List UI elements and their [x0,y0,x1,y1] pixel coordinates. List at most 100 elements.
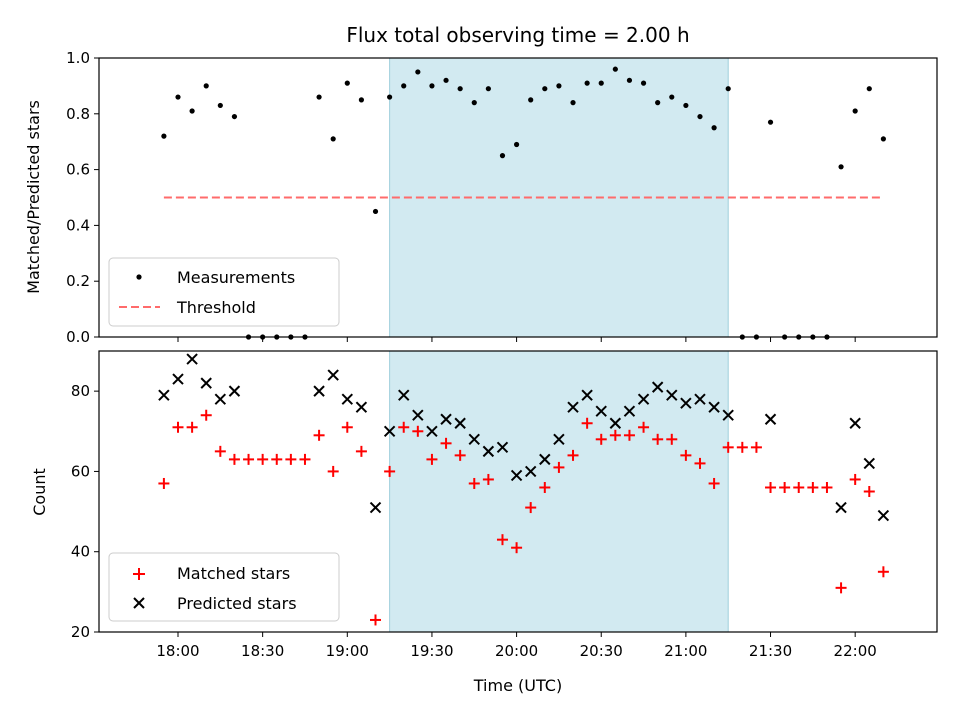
predicted-star-point [200,377,212,389]
legend-marker-matched [133,568,145,580]
bottom-legend-frame [108,552,340,622]
predicted-star-point [426,425,438,437]
matched-star-point [158,477,170,489]
x-tick-label: 22:00 [834,642,877,660]
predicted-star-point [327,369,339,381]
matched-star-point [355,445,367,457]
y-tick-label: 0.6 [66,161,90,179]
matched-star-point [736,441,748,453]
predicted-star-point [398,389,410,401]
predicted-star-point [214,393,227,405]
matched-star-point [370,614,382,626]
matched-star-point [609,429,621,441]
matched-star-point [835,582,847,594]
predicted-star-point [341,393,354,405]
predicted-star-point [863,457,875,470]
matched-star-point [849,473,861,485]
measurement-point [401,83,407,89]
matched-star-point [595,433,607,445]
matched-star-point [581,417,593,429]
predicted-star-point [581,389,593,401]
measurement-point [640,80,647,86]
predicted-star-point [637,393,650,405]
measurement-point [189,108,195,114]
predicted-star-point [468,433,480,446]
matched-star-point [454,449,466,461]
matched-star-point [821,481,833,493]
x-tick-label: 18:00 [156,642,199,660]
matched-star-point [666,433,678,445]
matched-star-point [807,481,819,493]
matched-star-point [779,481,791,493]
bottom-legend: Matched stars Predicted stars [108,552,340,622]
predicted-star-point [158,389,170,401]
matched-star-point [426,453,438,465]
measurement-point [231,113,238,120]
measurement-point [838,164,844,170]
measurement-point [655,100,661,106]
y-tick-label: 40 [71,543,90,561]
top-panel: 0.0 0.2 0.4 0.6 0.8 1.0 Matched/Predicted sta… [24,49,938,346]
measurement-point [316,94,322,100]
predicted-star-point [355,401,368,413]
measurement-point [880,136,886,142]
predicted-star-point [877,509,890,522]
predicted-star-point [454,417,466,429]
matched-star-point [694,457,706,469]
measurement-point [866,86,872,92]
measurement-point [598,80,604,86]
y-tick-label: 80 [71,382,90,400]
matched-star-point [793,481,805,493]
y-tick-label: 0.8 [66,105,90,123]
matched-star-point [877,566,889,578]
predicted-star-point [595,405,607,417]
matched-star-point [680,449,692,461]
x-tick-label: 19:00 [326,642,369,660]
predicted-star-point [623,405,636,417]
chart-title: Flux total observing time = 2.00 h [346,23,689,47]
measurement-point [725,86,731,92]
x-tick-label: 19:30 [410,642,453,660]
predicted-star-point [694,393,706,405]
measurement-point [669,94,675,100]
y-tick-label: 60 [71,462,90,480]
measurement-point [584,80,590,86]
matched-star-point [313,429,325,441]
measurement-point [612,66,618,72]
predicted-star-point [524,465,537,478]
predicted-star-point [553,433,565,446]
matched-star-point [214,445,226,457]
matched-star-point [341,421,353,433]
matched-star-point [271,453,283,465]
measurement-point [372,208,379,215]
measurement-point [697,113,703,120]
x-tick-label: 18:30 [241,642,284,660]
bottom-panel: 20 40 60 80 18:00 18:30 19:00 19:30 20:00 20:30 2… [30,350,938,695]
predicted-star-point [228,385,241,397]
bottom-axes-frame [98,350,938,633]
predicted-star-point [651,381,664,393]
matched-star-point [722,441,734,453]
measurement-point [471,100,477,106]
xlabel: Time (UTC) [473,676,562,695]
bottom-ylabel: Count [30,468,49,516]
predicted-star-point [849,417,861,429]
predicted-star-point [496,441,509,454]
measurement-point [499,153,506,159]
predicted-star-point [383,425,396,437]
matched-star-point [638,421,650,433]
matched-star-point [398,421,410,433]
predicted-star-point [835,501,847,514]
measurement-point [570,100,576,106]
matched-star-point [567,449,579,461]
matched-star-point [496,534,508,546]
predicted-star-point [764,413,777,425]
matched-star-point [765,481,777,493]
measurement-point [457,86,463,92]
predicted-star-point [567,401,579,413]
predicted-star-point [666,389,678,401]
measurement-point [852,108,858,114]
predicted-star-point [313,385,325,397]
matched-star-point [228,453,240,465]
matched-star-point [482,473,494,485]
